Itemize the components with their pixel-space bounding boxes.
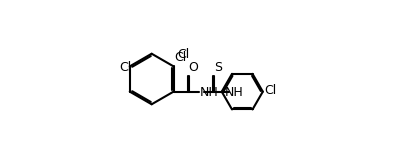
Text: NH: NH bbox=[224, 86, 243, 99]
Text: Cl: Cl bbox=[119, 61, 131, 74]
Text: Cl: Cl bbox=[177, 48, 189, 61]
Text: O: O bbox=[188, 61, 198, 74]
Text: NH: NH bbox=[199, 86, 217, 99]
Text: S: S bbox=[213, 61, 221, 74]
Text: Cl: Cl bbox=[174, 52, 186, 64]
Text: Cl: Cl bbox=[263, 84, 276, 97]
